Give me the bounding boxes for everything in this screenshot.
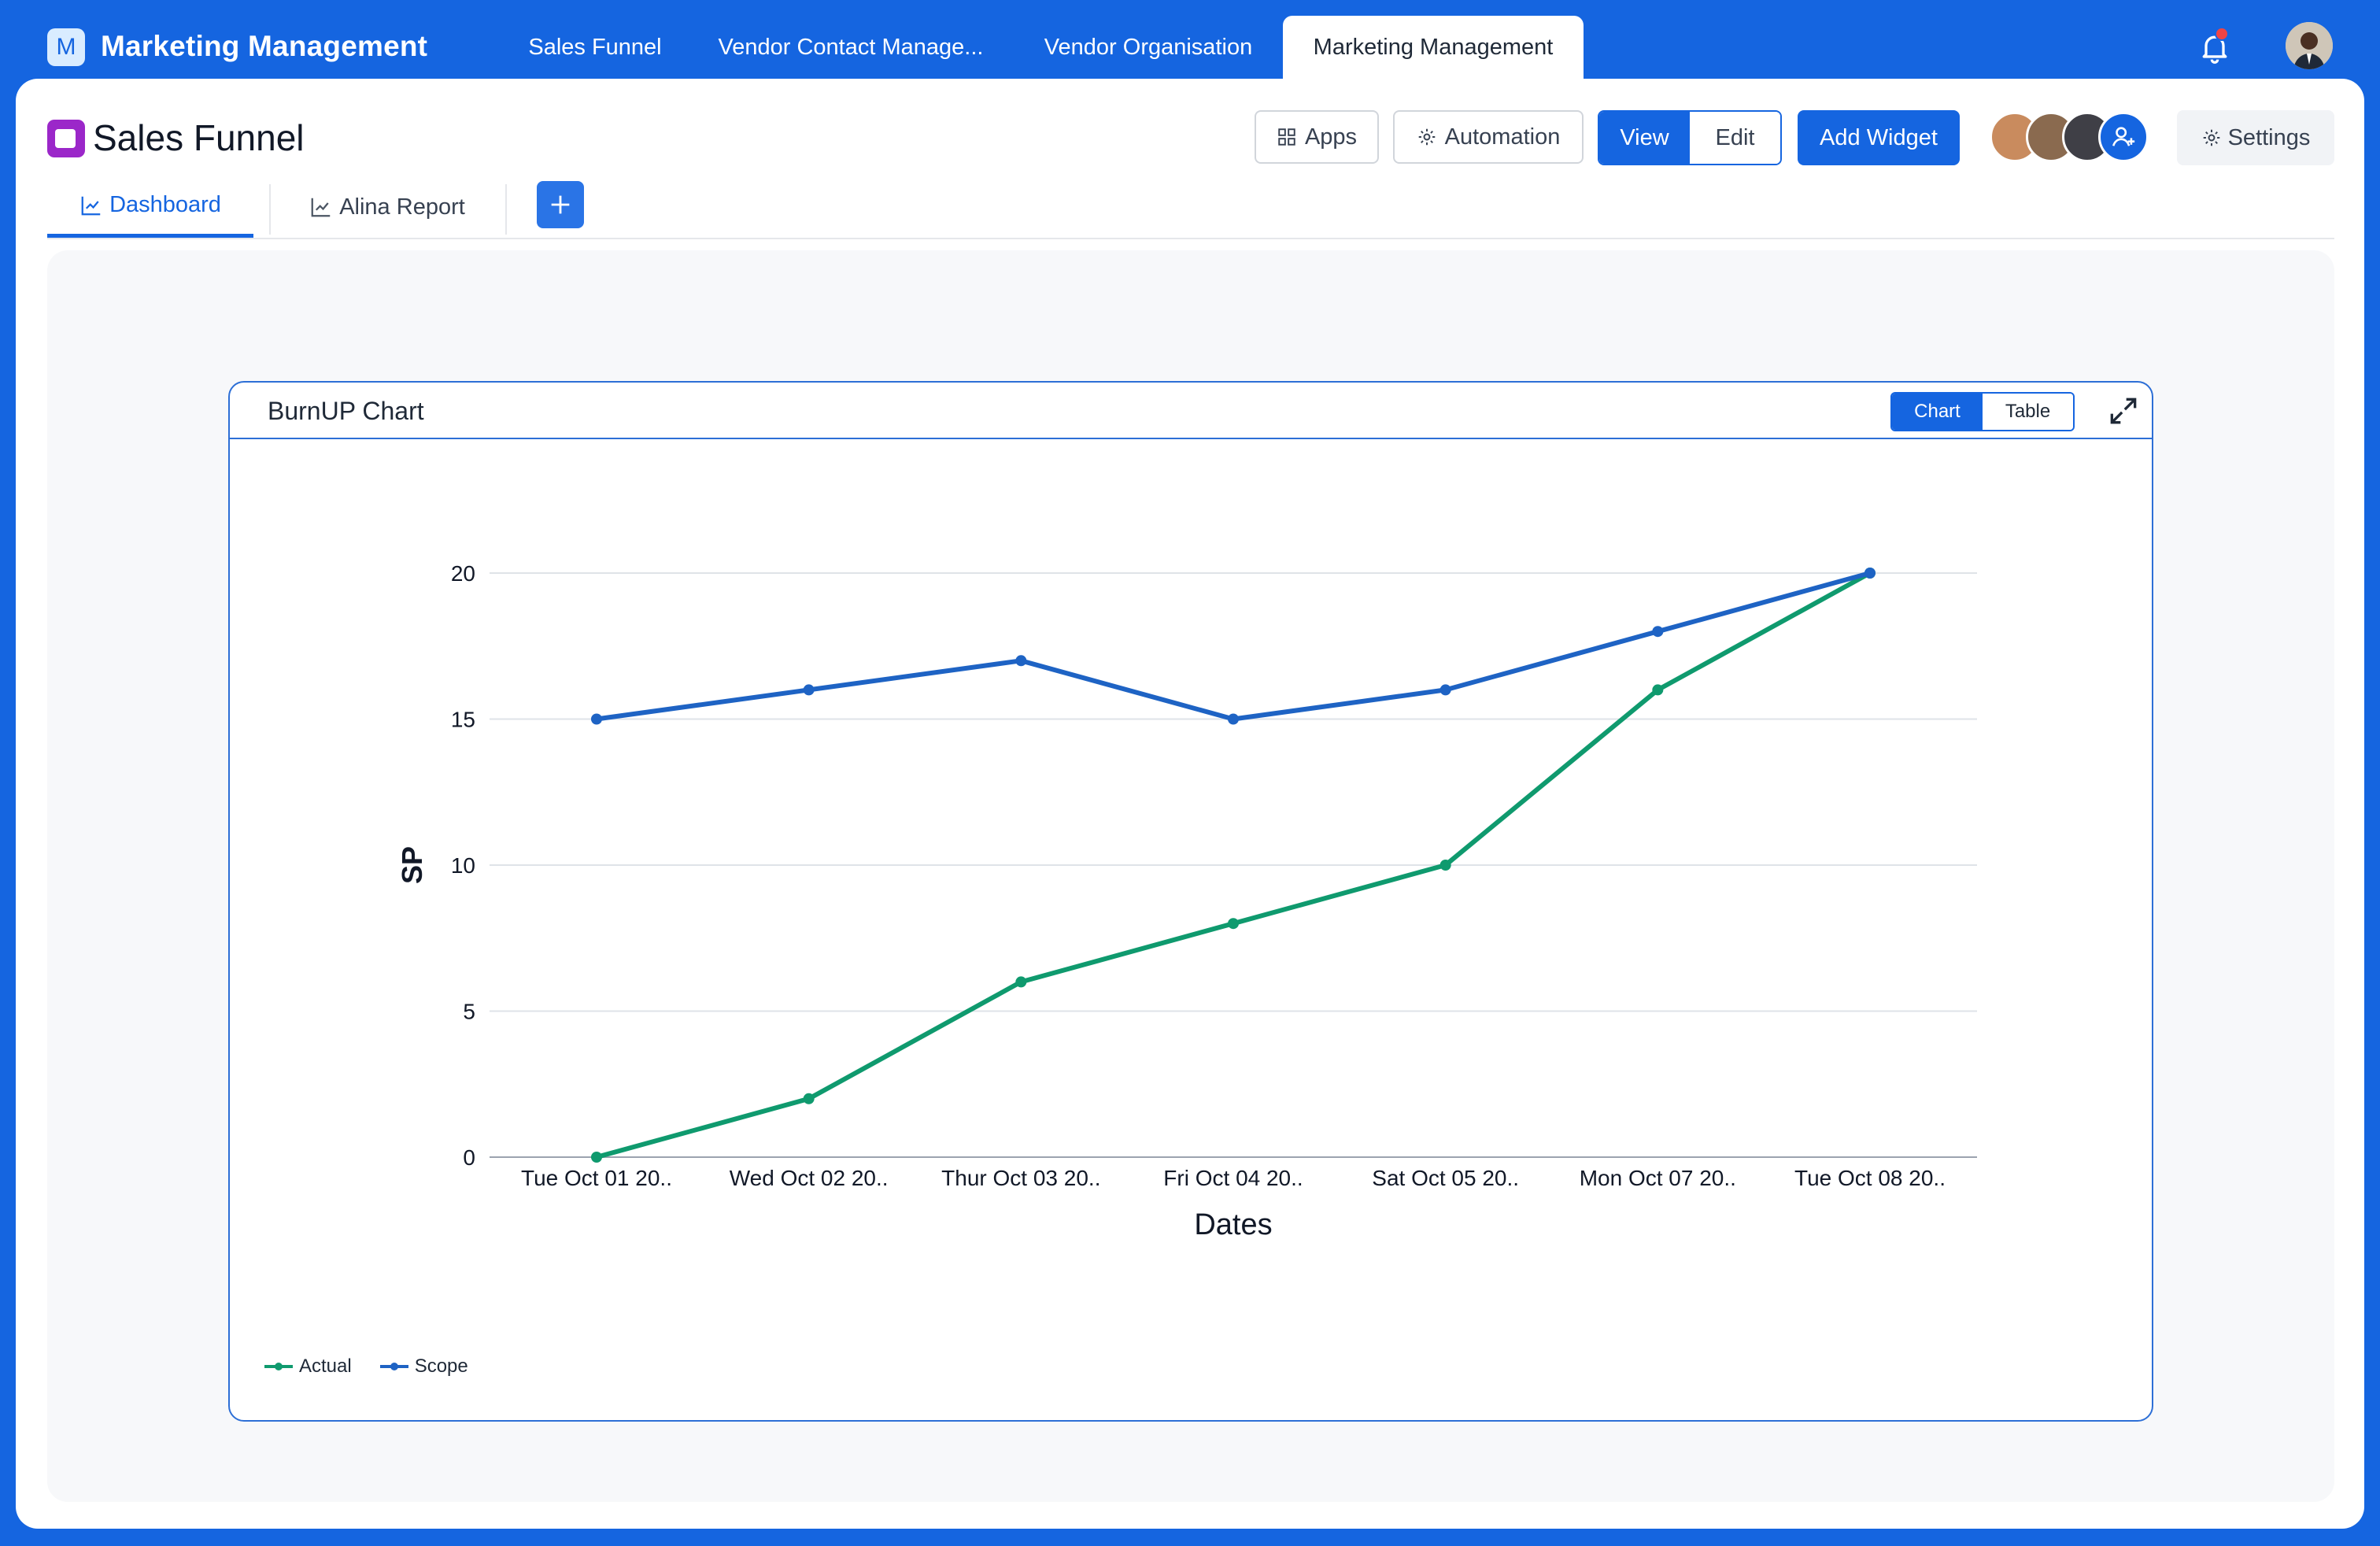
top-tab-marketing-management[interactable]: Marketing Management — [1283, 16, 1584, 79]
data-point-scope — [1652, 626, 1664, 638]
plus-icon — [551, 195, 570, 214]
tab-alina-report[interactable]: Alina Report — [277, 176, 497, 238]
y-tick-label: 20 — [451, 561, 475, 586]
add-widget-button[interactable]: Add Widget — [1798, 110, 1960, 165]
data-point-actual — [1015, 976, 1027, 988]
main-panel: Sales Funnel Apps Automation View Edit A… — [16, 79, 2364, 1529]
add-tab-button[interactable] — [537, 181, 584, 228]
series-line-scope — [596, 571, 1871, 722]
data-point-scope — [1015, 655, 1027, 667]
burnup-chart-widget: BurnUP Chart Chart Table 0 5 10 15 20 Tue Oct… — [228, 381, 2153, 1422]
x-tick-label: Tue Oct 01 20.. — [521, 1166, 672, 1190]
tab-dashboard[interactable]: Dashboard — [47, 176, 253, 238]
dashboard-tabs: Dashboard Alina Report — [47, 176, 2334, 239]
apps-grid-icon — [1278, 128, 1295, 146]
view-button[interactable]: View — [1599, 112, 1690, 164]
data-point-actual — [591, 1152, 602, 1163]
top-bar: M Marketing Management Sales Funnel Vend… — [0, 0, 2380, 79]
chart-icon — [311, 198, 331, 217]
view-edit-toggle: View Edit — [1598, 110, 1782, 165]
app-title: Marketing Management — [101, 30, 428, 62]
y-tick-label: 15 — [451, 708, 475, 732]
legend-item-scope[interactable]: Scope — [379, 1356, 468, 1378]
add-member-button[interactable] — [2098, 112, 2149, 162]
x-tick-label: Thur Oct 03 20.. — [941, 1166, 1100, 1190]
legend-swatch — [379, 1363, 408, 1370]
x-tick-label: Fri Oct 04 20.. — [1163, 1166, 1303, 1190]
member-avatars[interactable] — [1990, 112, 2163, 162]
gear-icon — [1418, 128, 1435, 146]
data-point-scope — [1228, 713, 1239, 725]
automation-button[interactable]: Automation — [1393, 110, 1584, 164]
x-tick-label: Sat Oct 05 20.. — [1372, 1166, 1519, 1190]
top-tab-vendor-organisation[interactable]: Vendor Organisation — [1044, 34, 1253, 60]
data-point-scope — [591, 713, 602, 725]
settings-button[interactable]: Settings — [2177, 110, 2334, 165]
tab-divider — [505, 184, 507, 235]
y-axis-label: SP — [396, 846, 428, 884]
notification-dot — [2215, 27, 2229, 41]
x-tick-label: Tue Oct 08 20.. — [1794, 1166, 1946, 1190]
tab-divider — [269, 184, 271, 235]
top-tab-sales-funnel[interactable]: Sales Funnel — [528, 34, 662, 60]
data-point-scope — [1864, 568, 1876, 579]
tab-dashboard-label: Dashboard — [109, 192, 221, 217]
data-point-actual — [1652, 684, 1664, 696]
expand-icon[interactable] — [2106, 394, 2141, 428]
legend-label: Actual — [299, 1356, 352, 1377]
table-view-button[interactable]: Table — [1983, 394, 2073, 430]
data-point-actual — [1228, 918, 1239, 930]
widget-header: BurnUP Chart Chart Table — [230, 383, 2152, 439]
chart-legend: Actual Scope — [264, 1356, 468, 1378]
x-tick-label: Mon Oct 07 20.. — [1580, 1166, 1736, 1190]
chart-view-button[interactable]: Chart — [1892, 394, 1983, 430]
tab-alina-report-label: Alina Report — [339, 194, 465, 220]
y-tick-label: 5 — [463, 1000, 475, 1024]
user-avatar[interactable] — [2286, 22, 2333, 69]
page-icon — [47, 120, 85, 157]
legend-item-actual[interactable]: Actual — [264, 1356, 352, 1378]
data-point-actual — [1439, 860, 1451, 871]
automation-label: Automation — [1444, 124, 1561, 150]
settings-label: Settings — [2227, 124, 2311, 150]
page-title: Sales Funnel — [93, 117, 305, 158]
settings-gear-icon — [2203, 129, 2219, 146]
x-axis-label: Dates — [1194, 1208, 1272, 1241]
y-tick-label: 10 — [451, 853, 475, 878]
add-user-icon — [2112, 127, 2135, 146]
x-tick-label: Wed Oct 02 20.. — [730, 1166, 889, 1190]
chart-icon — [81, 196, 101, 215]
apps-button[interactable]: Apps — [1255, 110, 1379, 164]
app-logo-icon: M — [47, 28, 85, 66]
legend-swatch — [264, 1363, 293, 1370]
y-tick-label: 0 — [463, 1145, 475, 1170]
widget-title: BurnUP Chart — [268, 397, 424, 425]
data-point-scope — [803, 684, 815, 696]
apps-label: Apps — [1304, 124, 1358, 150]
data-point-actual — [803, 1093, 815, 1104]
burnup-line-chart: 0 5 10 15 20 Tue Oct 01 20.. Wed Oct 02 20.. Th… — [396, 561, 1977, 1241]
chart-table-toggle: Chart Table — [1890, 392, 2075, 431]
edit-button[interactable]: Edit — [1690, 112, 1780, 164]
data-point-scope — [1439, 684, 1451, 696]
legend-label: Scope — [414, 1356, 468, 1377]
top-tab-vendor-contact-management[interactable]: Vendor Contact Manage... — [718, 34, 984, 60]
